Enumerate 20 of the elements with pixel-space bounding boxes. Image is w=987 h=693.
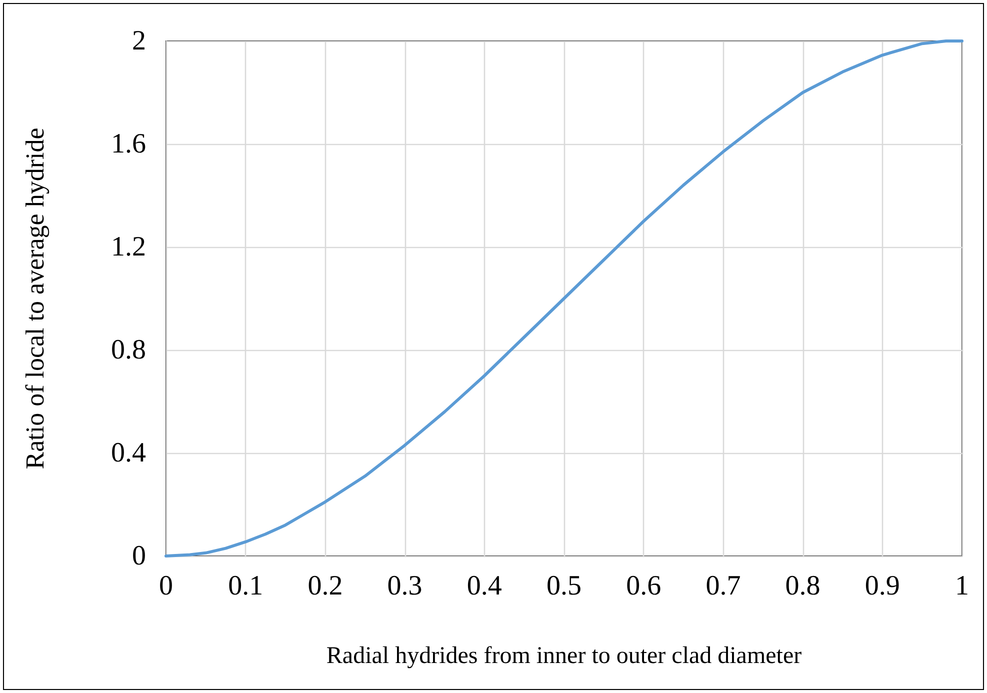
y-tick-label: 2	[132, 26, 146, 56]
x-tick-label: 0	[159, 570, 173, 602]
x-axis-title: Radial hydrides from inner to outer clad diameter	[326, 643, 802, 669]
x-tick-label: 0.9	[864, 570, 900, 602]
x-tick-label: 0.7	[706, 570, 741, 602]
x-tick-label: 0.5	[546, 570, 582, 602]
y-tick-label: 1.6	[111, 128, 146, 160]
y-tick-label: 0	[132, 540, 146, 572]
x-tick-label: 1	[955, 570, 969, 602]
x-tick-label: 0.2	[308, 570, 343, 602]
x-tick-label: 0.4	[466, 570, 502, 602]
y-tick-label: 0.8	[111, 334, 146, 366]
x-tick-label: 0.3	[387, 570, 422, 602]
y-tick-label: 0.4	[111, 438, 146, 468]
x-tick-label: 0.6	[626, 570, 662, 602]
y-axis-title: Ratio of local to average hydride	[20, 128, 50, 470]
line-series	[164, 40, 964, 558]
y-tick-label: 1.2	[111, 232, 146, 262]
x-tick-label: 0.1	[228, 570, 264, 602]
x-tick-label: 0.8	[785, 570, 820, 602]
